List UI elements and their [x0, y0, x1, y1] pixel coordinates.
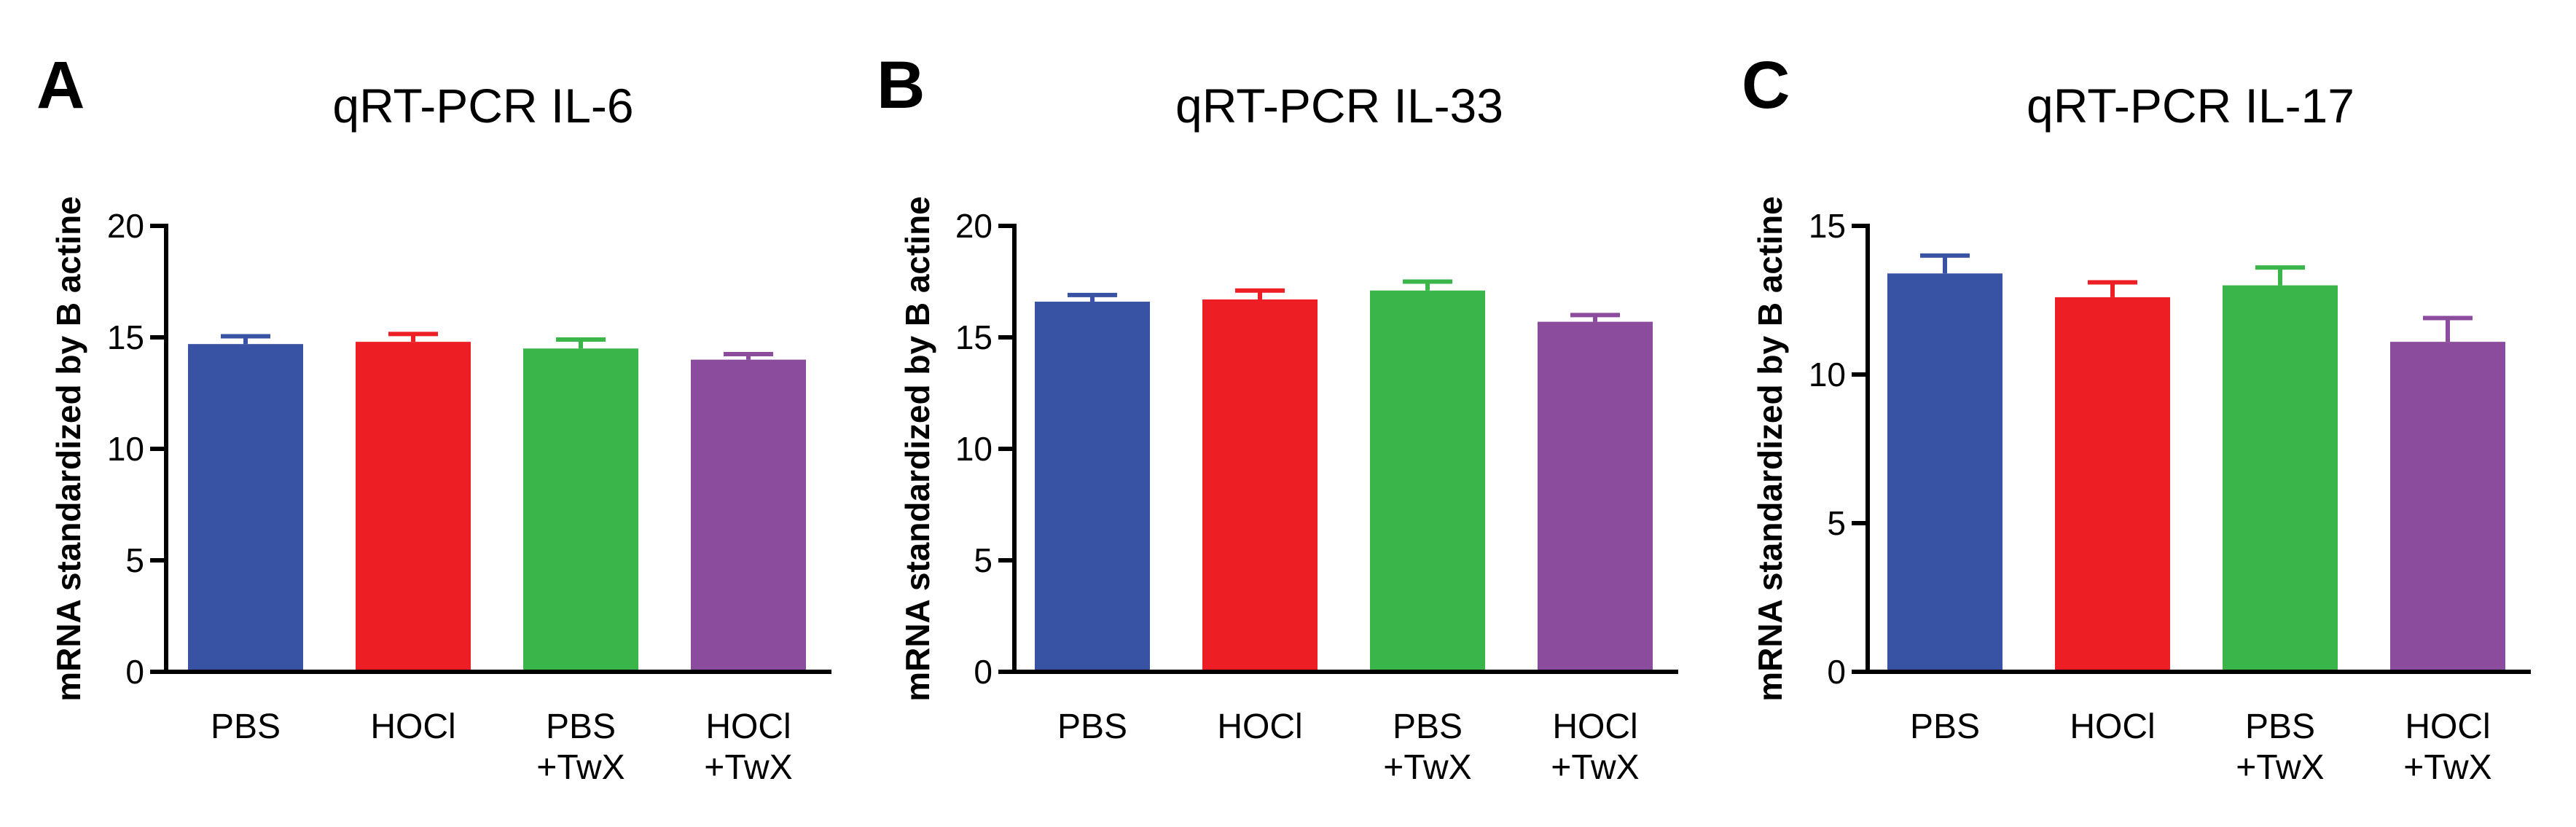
- bar: [523, 348, 638, 672]
- y-tick-label: 15: [1809, 207, 1846, 245]
- y-tick-label: 15: [107, 318, 144, 356]
- y-tick-label: 20: [955, 207, 993, 245]
- x-category-label: +TwX: [536, 748, 625, 787]
- y-tick-label: 10: [1809, 356, 1846, 393]
- y-tick-label: 0: [974, 653, 993, 691]
- bar: [1887, 273, 2003, 672]
- chart-title: qRT-PCR IL-6: [332, 79, 633, 133]
- y-tick-label: 5: [1827, 504, 1846, 542]
- bar: [2390, 342, 2505, 672]
- x-category-label: HOCl: [2070, 708, 2155, 746]
- x-category-label: HOCl: [1552, 708, 1637, 746]
- bar: [1538, 321, 1653, 672]
- y-axis-label: mRNA standardized by B actine: [1751, 196, 1789, 702]
- x-category-label: HOCl: [1217, 708, 1302, 746]
- y-tick-label: 0: [125, 653, 144, 691]
- bar: [1370, 290, 1485, 672]
- x-category-label: PBS: [546, 708, 616, 746]
- chart-title: qRT-PCR IL-33: [1175, 79, 1503, 133]
- bar: [356, 342, 471, 672]
- x-category-label: +TwX: [1383, 748, 1471, 787]
- x-category-label: HOCl: [705, 708, 791, 746]
- bar: [1202, 299, 1318, 672]
- y-tick-label: 0: [1827, 653, 1846, 691]
- x-category-label: +TwX: [2403, 748, 2491, 787]
- panel-letter: A: [36, 48, 85, 122]
- panel-letter: C: [1742, 48, 1790, 122]
- y-tick-label: 5: [125, 541, 144, 579]
- x-category-label: PBS: [2245, 708, 2315, 746]
- x-category-label: +TwX: [2236, 748, 2324, 787]
- x-category-label: PBS: [1057, 708, 1127, 746]
- y-tick-label: 5: [974, 541, 993, 579]
- y-tick-label: 15: [955, 318, 993, 356]
- bar: [1035, 302, 1150, 672]
- bar: [2223, 285, 2338, 673]
- y-tick-label: 10: [955, 430, 993, 468]
- y-tick-label: 20: [107, 207, 144, 245]
- panel-letter: B: [877, 48, 925, 122]
- y-tick-label: 10: [107, 430, 144, 468]
- x-category-label: +TwX: [704, 748, 792, 787]
- x-category-label: PBS: [211, 708, 281, 746]
- bar: [691, 359, 806, 672]
- y-axis-label: mRNA standardized by B actine: [50, 196, 87, 702]
- bar: [188, 344, 303, 672]
- y-axis-label: mRNA standardized by B actine: [899, 196, 936, 702]
- chart-title: qRT-PCR IL-17: [2027, 79, 2354, 133]
- x-category-label: HOCl: [370, 708, 455, 746]
- x-category-label: HOCl: [2405, 708, 2490, 746]
- x-category-label: PBS: [1910, 708, 1980, 746]
- bar: [2055, 297, 2170, 672]
- x-category-label: PBS: [1393, 708, 1463, 746]
- x-category-label: +TwX: [1551, 748, 1639, 787]
